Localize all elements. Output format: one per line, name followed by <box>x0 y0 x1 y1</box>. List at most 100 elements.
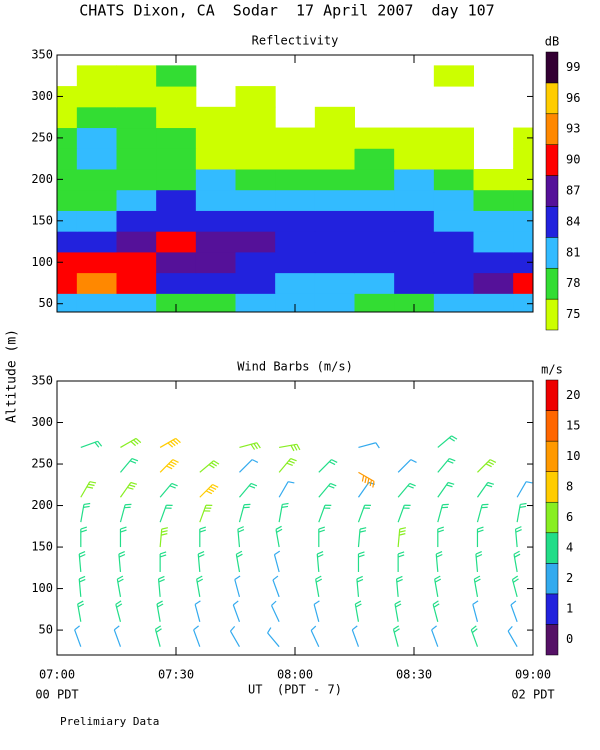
contour-cell <box>275 251 316 274</box>
contour-cell <box>314 189 355 211</box>
barb-tick <box>393 628 400 633</box>
barb-tick <box>77 603 85 608</box>
barb-tick <box>288 481 295 484</box>
contour-cell <box>235 168 276 191</box>
contour-cell <box>76 127 117 149</box>
wind-barb <box>196 575 204 597</box>
barb-tick <box>474 575 481 580</box>
colorbar-swatch <box>545 501 559 534</box>
contour-cell <box>235 86 276 108</box>
contour-cell <box>394 210 435 232</box>
barb-tick <box>199 529 206 533</box>
barb-tick <box>248 485 256 489</box>
barb-tick <box>317 553 324 558</box>
barb-tick <box>487 481 495 485</box>
contour-cell <box>195 251 236 274</box>
contour-cell <box>354 189 395 211</box>
barb-tick <box>250 482 258 487</box>
wind-barb <box>279 443 301 452</box>
barb-tick <box>234 575 241 580</box>
barb-tick <box>318 529 325 533</box>
barb-staff <box>318 483 331 498</box>
wind-barb <box>113 625 122 647</box>
barb-tick <box>120 529 127 533</box>
contour-cell <box>513 293 534 313</box>
colorbar-swatch <box>545 175 559 207</box>
contour-cell <box>354 210 395 232</box>
contour-cell <box>156 210 197 232</box>
contour-cell <box>394 189 435 211</box>
colorbar-swatch <box>545 593 559 625</box>
contour-cell <box>394 251 435 274</box>
x-tick-label: 08:30 <box>396 668 432 682</box>
barb-tick <box>372 481 375 488</box>
barb-tick <box>512 578 519 583</box>
barb-tick <box>471 628 478 634</box>
y-tick-label: 300 <box>31 415 53 429</box>
barb-tick <box>193 625 199 631</box>
barb-staff <box>397 459 412 473</box>
contour-cell <box>195 293 236 313</box>
contour-cell <box>314 148 355 170</box>
contour-cell <box>433 189 474 211</box>
wind-barb <box>476 503 489 523</box>
barb-tick <box>375 442 380 449</box>
contour-cell <box>116 210 157 232</box>
barb-tick <box>170 440 176 447</box>
wind-barb <box>229 625 240 647</box>
wind-barb <box>232 600 241 622</box>
barb-staff <box>229 630 240 647</box>
wind-barb <box>357 551 365 572</box>
contour-cell <box>473 210 514 232</box>
barb-staff <box>194 604 201 622</box>
wind-barb <box>80 440 103 448</box>
contour-cell <box>235 127 276 149</box>
contour-cell <box>235 272 276 294</box>
barb-tick <box>117 575 124 580</box>
barb-tick <box>272 575 279 581</box>
wind-barb <box>437 503 449 523</box>
wind-barb <box>270 600 280 623</box>
subplot-title: Wind Barbs (m/s) <box>237 360 353 374</box>
colorbar-label: 1 <box>566 602 573 616</box>
wind-barb <box>431 625 439 647</box>
barb-tick <box>331 459 338 463</box>
barb-tick <box>329 461 336 466</box>
barb-staff <box>272 579 280 598</box>
barb-tick <box>236 553 243 558</box>
wind-barb <box>434 575 442 597</box>
barb-tick <box>212 483 219 488</box>
contour-cell <box>354 293 395 313</box>
subplot-title: Reflectivity <box>252 34 339 48</box>
barb-tick <box>409 482 416 487</box>
contour-cell <box>57 148 78 170</box>
wind-barb <box>159 437 181 448</box>
barb-tick <box>513 550 520 555</box>
wind-barb <box>159 527 168 548</box>
barb-tick <box>169 485 176 489</box>
barb-tick <box>330 482 337 487</box>
contour-cell <box>235 210 276 232</box>
colorbar-title: dB <box>545 35 559 49</box>
contour-cell <box>76 293 117 313</box>
barb-tick <box>437 529 444 533</box>
barb-tick <box>434 575 441 580</box>
wind-barb <box>316 550 324 573</box>
contour-cell <box>235 293 276 313</box>
barb-tick <box>315 578 323 583</box>
contour-cell <box>57 189 78 211</box>
barb-tick <box>394 600 401 605</box>
contour-cell <box>195 189 236 211</box>
contour-cell <box>195 231 236 253</box>
barb-staff <box>273 554 280 573</box>
barb-tick <box>135 437 142 444</box>
wind-barb <box>395 575 403 597</box>
x-tick-label: 07:30 <box>158 668 194 682</box>
barb-tick <box>77 600 84 605</box>
wind-barb <box>357 481 376 498</box>
barb-tick <box>155 625 162 630</box>
wind-barb <box>357 527 367 548</box>
contour-cell <box>354 127 395 149</box>
barb-tick <box>367 478 370 485</box>
wind-barb <box>392 625 400 647</box>
